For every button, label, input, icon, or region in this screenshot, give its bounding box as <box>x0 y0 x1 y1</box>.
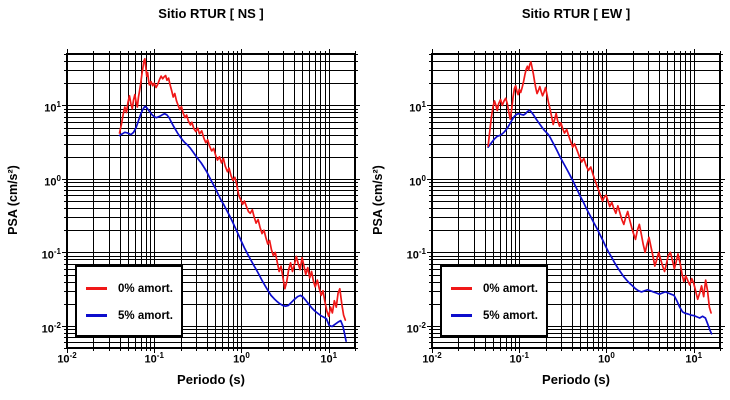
x-tick-label: 10-2 <box>422 351 442 366</box>
legend-item-0pct: 0% amort. <box>77 275 181 302</box>
panel-title-ns: Sitio RTUR [ NS ] <box>158 6 264 21</box>
y-tick-label: 10-2 <box>41 320 61 336</box>
legend-blue-line-icon <box>451 314 472 317</box>
legend-ns: 0% amort. 5% amort. <box>75 265 183 337</box>
y-tick-label: 100 <box>44 173 61 189</box>
panel-title-ew: Sitio RTUR [ EW ] <box>521 6 631 21</box>
series-line-0-amort- <box>487 61 712 314</box>
legend-label-5pct: 5% amort. <box>483 309 538 322</box>
x-axis-label-ns: Periodo (s) <box>177 372 245 387</box>
legend-item-0pct: 0% amort. <box>442 275 546 302</box>
series-line-0-amort- <box>118 57 347 321</box>
legend-red-line-icon <box>451 287 472 290</box>
y-tick-label: 10-2 <box>406 320 426 336</box>
legend-item-5pct: 5% amort. <box>77 302 181 329</box>
panel-ew: Sitio RTUR [ EW ] PSA (cm/s²) Periodo (s… <box>365 0 730 400</box>
y-tick-label: 101 <box>44 100 61 116</box>
plot-canvas-ew <box>427 49 725 353</box>
legend-red-line-icon <box>86 287 107 290</box>
x-tick-label: 101 <box>320 351 338 366</box>
x-tick-label: 100 <box>598 351 615 366</box>
plot-frame <box>431 53 721 349</box>
plot-canvas-ns <box>62 49 360 353</box>
x-tick-label: 10-1 <box>509 351 529 366</box>
y-tick-label: 10-1 <box>41 247 61 263</box>
plot-frame <box>66 53 356 349</box>
legend-label-5pct: 5% amort. <box>118 309 173 322</box>
series-line-5-amort- <box>118 105 347 342</box>
y-tick-label: 100 <box>409 173 426 189</box>
grid-lines <box>432 54 720 348</box>
series-line-5-amort- <box>487 109 713 335</box>
legend-item-5pct: 5% amort. <box>442 302 546 329</box>
legend-label-0pct: 0% amort. <box>118 282 173 295</box>
x-axis-label-ew: Periodo (s) <box>542 372 610 387</box>
x-tick-label: 10-2 <box>57 351 77 366</box>
x-tick-label: 100 <box>233 351 250 366</box>
x-tick-label: 10-1 <box>144 351 164 366</box>
legend-label-0pct: 0% amort. <box>483 282 538 295</box>
y-tick-label: 101 <box>409 100 426 116</box>
x-tick-label: 101 <box>685 351 703 366</box>
legend-ew: 0% amort. 5% amort. <box>440 265 548 337</box>
y-tick-label: 10-1 <box>406 247 426 263</box>
panel-ns: Sitio RTUR [ NS ] PSA (cm/s²) Periodo (s… <box>6 6 360 387</box>
legend-blue-line-icon <box>86 314 107 317</box>
